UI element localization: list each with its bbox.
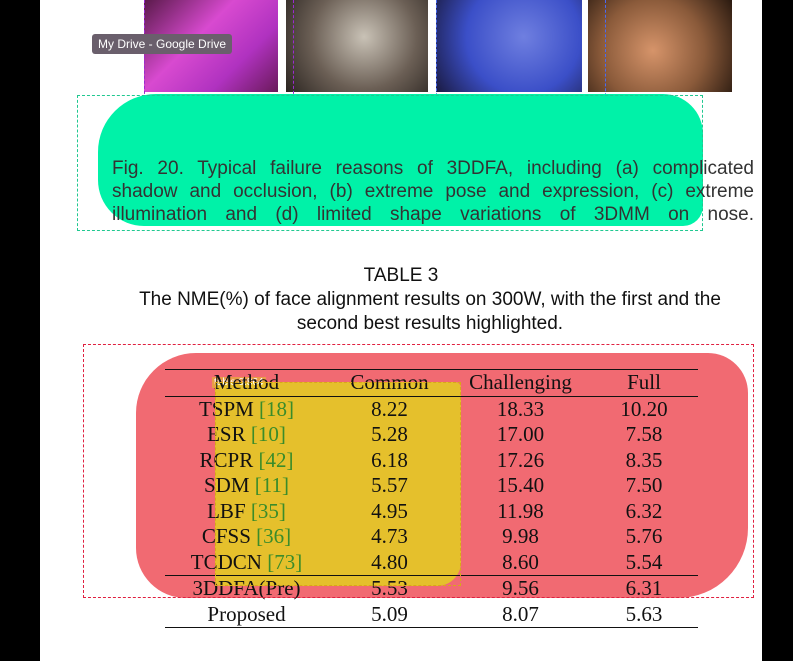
- common-cell: 5.57: [371, 473, 408, 498]
- table-row: RCPR [42] 6.18 17.26 8.35: [165, 448, 698, 474]
- caption-line: shadow and occlusion, (b) extreme pose a…: [112, 181, 754, 202]
- method-cell: TCDCN [73]: [165, 550, 328, 576]
- method-cell: TSPM [18]: [165, 396, 328, 422]
- header-full: Full: [590, 369, 698, 397]
- caption-highlight: [98, 94, 703, 226]
- common-cell: 6.18: [371, 447, 408, 472]
- caption-line: illumination and (d) limited shape varia…: [112, 204, 754, 225]
- full-cell: 5.76: [625, 524, 663, 549]
- reference: [18]: [259, 396, 295, 421]
- subfigure-d-image: [588, 0, 732, 92]
- caption-annotation-box: [77, 95, 703, 231]
- method-cell: ESR [10]: [165, 422, 328, 448]
- method-name: TCDCN: [190, 549, 262, 574]
- detection-outline: [215, 382, 461, 586]
- annotation-box-blue: [436, 0, 606, 106]
- full-cell: 5.63: [590, 601, 698, 628]
- challenging-cell: 18.33: [496, 396, 545, 421]
- method-cell: CFSS [36]: [165, 524, 328, 550]
- method-name: LBF: [207, 498, 246, 523]
- method-cell: SDM [11]: [165, 473, 328, 499]
- table-title: TABLE 3: [363, 265, 439, 286]
- challenging-cell: 8.60: [502, 549, 539, 574]
- challenging-cell: 8.07: [451, 601, 590, 628]
- common-cell: 4.95: [371, 498, 408, 523]
- browser-tooltip: My Drive - Google Drive: [92, 34, 233, 54]
- full-cell: 5.54: [625, 549, 663, 574]
- table-caption-line: The NME(%) of face alignment results on …: [139, 289, 721, 310]
- caption-line: Fig. 20. Typical failure reasons of 3DDF…: [112, 158, 754, 179]
- full-cell: 6.32: [625, 498, 663, 523]
- method-cell: RCPR [42]: [165, 448, 328, 474]
- full-cell: 8.35: [625, 447, 663, 472]
- method-name: SDM: [204, 473, 250, 498]
- common-cell: 5.09: [328, 601, 451, 628]
- reference: [35]: [250, 498, 286, 523]
- detection-box: [215, 382, 461, 586]
- method-name: TSPM: [198, 396, 254, 421]
- challenging-cell: 9.98: [502, 524, 539, 549]
- full-cell: 7.50: [625, 473, 663, 498]
- table-row: CFSS [36] 4.73 9.98 5.76: [165, 524, 698, 550]
- challenging-cell: 15.40: [496, 473, 545, 498]
- reference: [73]: [267, 549, 303, 574]
- subfigure-b-image: [286, 0, 428, 92]
- method-name: RCPR: [199, 447, 254, 472]
- reference: [10]: [250, 422, 286, 447]
- figure-caption: Fig. 20. Typical failure reasons of 3DDF…: [112, 157, 754, 226]
- method-name: CFSS: [201, 524, 251, 549]
- table-caption-line: second best results highlighted.: [296, 313, 564, 334]
- reference: [36]: [256, 524, 292, 549]
- challenging-cell: 11.98: [497, 498, 544, 523]
- table-annotation-box: [83, 344, 754, 598]
- table-row: Proposed 5.09 8.07 5.63: [165, 601, 698, 628]
- common-cell: 4.80: [371, 549, 408, 574]
- table-row: LBF [35] 4.95 11.98 6.32: [165, 499, 698, 525]
- common-cell: 5.28: [371, 422, 408, 447]
- subfigure-c-image: [436, 0, 582, 92]
- paper-page: (a) (b) (c) (d) Fig. 20. Typical failure…: [40, 0, 762, 661]
- challenging-cell: 17.26: [496, 447, 545, 472]
- table-row: TCDCN [73] 4.80 8.60 5.54: [165, 550, 698, 576]
- reference: [11]: [254, 473, 289, 498]
- table-row: SDM [11] 5.57 15.40 7.50: [165, 473, 698, 499]
- common-cell: 4.73: [371, 524, 408, 549]
- full-cell: 7.58: [625, 422, 663, 447]
- method-cell: LBF [35]: [165, 499, 328, 525]
- full-cell: 10.20: [620, 396, 668, 421]
- header-challenging: Challenging: [451, 369, 590, 397]
- challenging-cell: 17.00: [496, 422, 545, 447]
- method-name: ESR: [207, 422, 246, 447]
- reference: [42]: [258, 447, 294, 472]
- common-cell: 8.22: [371, 396, 408, 421]
- table-caption: The NME(%) of face alignment results on …: [110, 288, 750, 336]
- method-cell: Proposed: [165, 601, 328, 628]
- table-row: TSPM [18] 8.22 18.33 10.20: [165, 396, 698, 422]
- table-row: ESR [10] 5.28 17.00 7.58: [165, 422, 698, 448]
